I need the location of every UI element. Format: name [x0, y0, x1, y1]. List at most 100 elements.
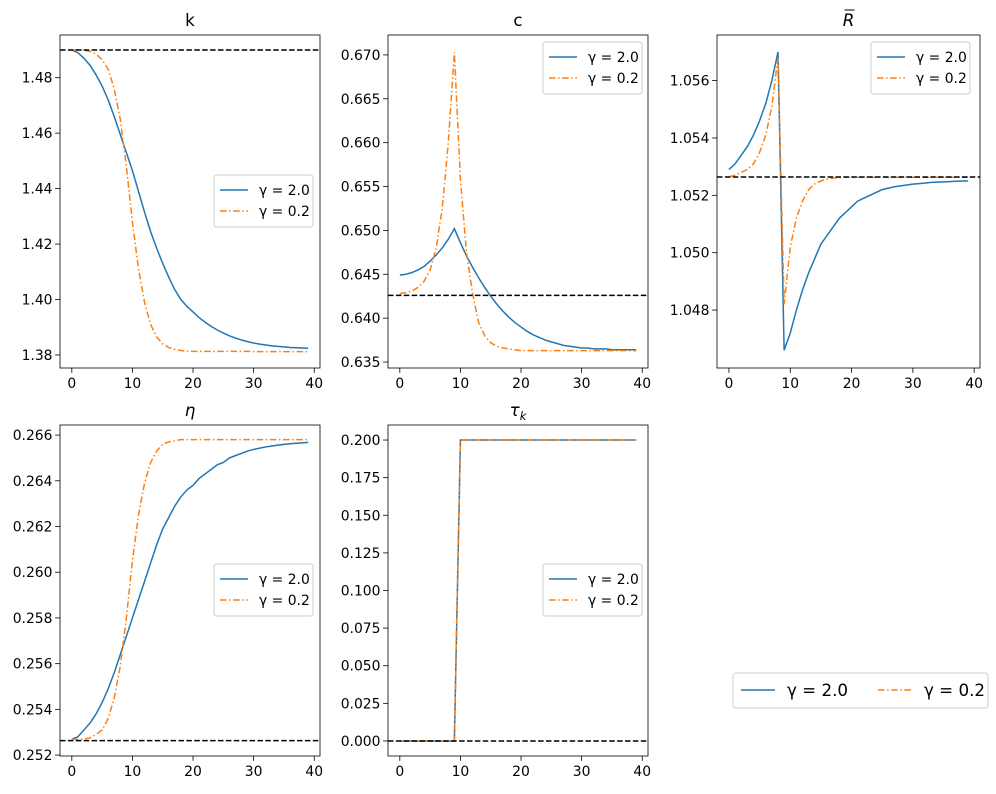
title-subscript: k: [520, 409, 528, 423]
title-main: η: [185, 400, 196, 420]
legend: γ = 2.0 γ = 0.2: [870, 41, 971, 95]
axes-frame: [716, 34, 981, 369]
legend-box: [542, 41, 643, 95]
y-tick-label: 0.252: [13, 748, 53, 764]
y-tick-label: 0.266: [13, 428, 53, 444]
y-tick-label: 1.052: [670, 188, 710, 204]
subplot-2: 0 10 20 30 40 0.635 0.640 0.645 0.650 0.655 0.660 0…: [341, 10, 651, 392]
x-tick-label: 10: [781, 376, 799, 392]
y-tick-label: 1.056: [670, 74, 710, 90]
legend-label: γ = 0.2: [259, 204, 310, 220]
series-line-gamma-2-0: [728, 51, 969, 351]
x-tick-label: 0: [395, 764, 404, 780]
axes-frame: [59, 424, 321, 757]
legend-label: γ = 0.2: [588, 71, 639, 87]
figure-legend: γ = 2.0 γ = 0.2: [732, 672, 989, 709]
legend-label: γ = 2.0: [588, 50, 639, 66]
legend-label: γ = 2.0: [916, 50, 967, 66]
y-tick-label: 0.645: [341, 267, 381, 283]
subplot-title: η: [185, 400, 196, 420]
y-tick-label: 0.258: [13, 611, 53, 627]
y-tick-label: 0.260: [13, 565, 53, 581]
legend: γ = 2.0 γ = 0.2: [213, 174, 314, 228]
y-tick-label: 1.48: [22, 71, 53, 87]
y-tick-label: 0.050: [341, 659, 381, 675]
legend: γ = 2.0 γ = 0.2: [542, 41, 643, 95]
x-tick-label: 10: [124, 376, 142, 392]
y-tick-label: 0.264: [13, 474, 53, 490]
legend-label: γ = 0.2: [259, 593, 310, 609]
legend-label: γ = 2.0: [259, 572, 310, 588]
y-tick-label: 0.254: [13, 702, 53, 718]
y-tick-label: 0.000: [341, 734, 381, 750]
subplot-4: 0 10 20 30 40 0.252 0.254 0.256 0.258 0.260 0.262 0…: [13, 400, 323, 780]
subplot-5: 0 10 20 30 40 0.000 0.025 0.050 0.075 0.100 0.125 0…: [341, 400, 651, 780]
y-tick-label: 1.44: [22, 182, 53, 198]
legend-label: γ = 2.0: [259, 183, 310, 199]
legend-label: γ = 2.0: [588, 572, 639, 588]
y-tick-label: 0.660: [341, 136, 381, 152]
series-line-gamma-2-0: [71, 49, 309, 350]
series-line-gamma-0-2: [71, 438, 309, 740]
figure-legend-label: γ = 2.0: [787, 680, 848, 700]
x-tick-label: 40: [965, 376, 983, 392]
y-tick-label: 1.054: [670, 131, 710, 147]
series-line-gamma-0-2: [399, 52, 637, 352]
y-tick-label: 0.650: [341, 223, 381, 239]
x-tick-label: 20: [184, 376, 202, 392]
x-tick-label: 30: [245, 376, 263, 392]
series-line-gamma-0-2: [728, 57, 969, 305]
legend-box: [542, 563, 643, 617]
x-tick-label: 40: [633, 764, 651, 780]
y-tick-label: 0.665: [341, 92, 381, 108]
x-tick-label: 10: [452, 376, 470, 392]
x-tick-label: 0: [395, 376, 404, 392]
subplot-3: 0 10 20 30 40 1.048 1.050 1.052 1.054 1.056 Rγ = 2…: [670, 9, 983, 392]
x-tick-label: 10: [452, 764, 470, 780]
y-tick-label: 0.256: [13, 657, 53, 673]
x-tick-label: 30: [573, 764, 591, 780]
y-tick-label: 1.46: [22, 126, 53, 142]
x-tick-label: 20: [843, 376, 861, 392]
y-tick-label: 0.262: [13, 519, 53, 535]
title-main: k: [185, 10, 195, 30]
x-tick-label: 20: [184, 764, 202, 780]
y-tick-label: 0.655: [341, 180, 381, 196]
y-tick-label: 0.670: [341, 48, 381, 64]
series-line-gamma-0-2: [71, 49, 309, 353]
figure-legend-box: [732, 672, 989, 709]
y-tick-label: 0.640: [341, 311, 381, 327]
y-tick-label: 1.40: [22, 293, 53, 309]
subplot-title: τk: [510, 400, 528, 423]
axes-frame: [59, 34, 321, 369]
y-tick-label: 0.175: [341, 471, 381, 487]
x-tick-label: 0: [67, 764, 76, 780]
subplot-title: R: [843, 10, 855, 30]
title-main: R: [843, 10, 855, 30]
x-tick-label: 30: [245, 764, 263, 780]
series-line-gamma-2-0: [399, 226, 637, 351]
x-tick-label: 0: [725, 376, 734, 392]
x-tick-label: 10: [124, 764, 142, 780]
y-tick-label: 0.025: [341, 696, 381, 712]
legend-label: γ = 0.2: [588, 593, 639, 609]
series-line-gamma-0-2: [399, 439, 637, 742]
x-tick-label: 40: [305, 764, 323, 780]
y-tick-label: 0.200: [341, 433, 381, 449]
legend-box: [213, 174, 314, 228]
x-tick-label: 20: [512, 764, 530, 780]
y-tick-label: 1.38: [22, 348, 53, 364]
x-tick-label: 0: [67, 376, 76, 392]
title-main: τ: [510, 400, 521, 420]
y-tick-label: 1.050: [670, 246, 710, 262]
legend-box: [870, 41, 971, 95]
y-tick-label: 0.635: [341, 355, 381, 371]
legend-box: [213, 563, 314, 617]
y-tick-label: 1.048: [670, 303, 710, 319]
x-tick-label: 20: [512, 376, 530, 392]
subplot-title: c: [513, 10, 522, 30]
subplot-1: 0 10 20 30 40 1.38 1.40 1.42 1.44 1.46 1.48 k γ = 2.…: [22, 10, 324, 392]
legend: γ = 2.0 γ = 0.2: [542, 563, 643, 617]
title-main: c: [513, 10, 522, 30]
